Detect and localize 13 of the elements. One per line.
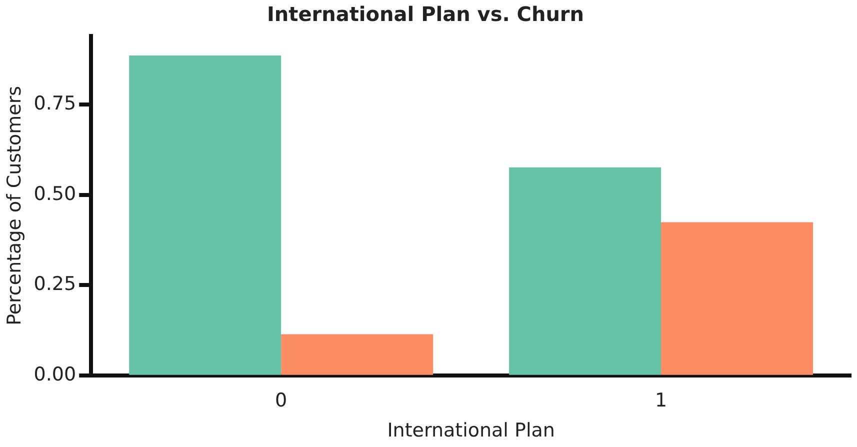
bar bbox=[661, 222, 814, 375]
bar bbox=[129, 56, 282, 375]
y-axis-title: Percentage of Customers bbox=[3, 86, 26, 326]
x-axis-title: International Plan bbox=[387, 420, 555, 442]
bar bbox=[281, 334, 434, 375]
y-tick-label: 0.75 bbox=[34, 92, 76, 115]
y-tick-label: 0.25 bbox=[34, 273, 76, 296]
x-tick-label: 1 bbox=[654, 390, 668, 412]
y-tick-label: 0.50 bbox=[34, 182, 76, 205]
y-tick-label: 0.00 bbox=[34, 363, 76, 386]
x-tick-label: 0 bbox=[275, 390, 288, 412]
bar bbox=[509, 167, 662, 375]
chart-title: International Plan vs. Churn bbox=[266, 2, 584, 26]
